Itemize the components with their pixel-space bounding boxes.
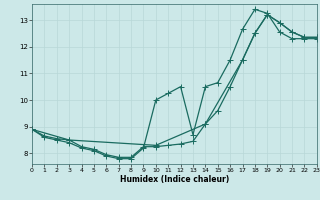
X-axis label: Humidex (Indice chaleur): Humidex (Indice chaleur) (120, 175, 229, 184)
